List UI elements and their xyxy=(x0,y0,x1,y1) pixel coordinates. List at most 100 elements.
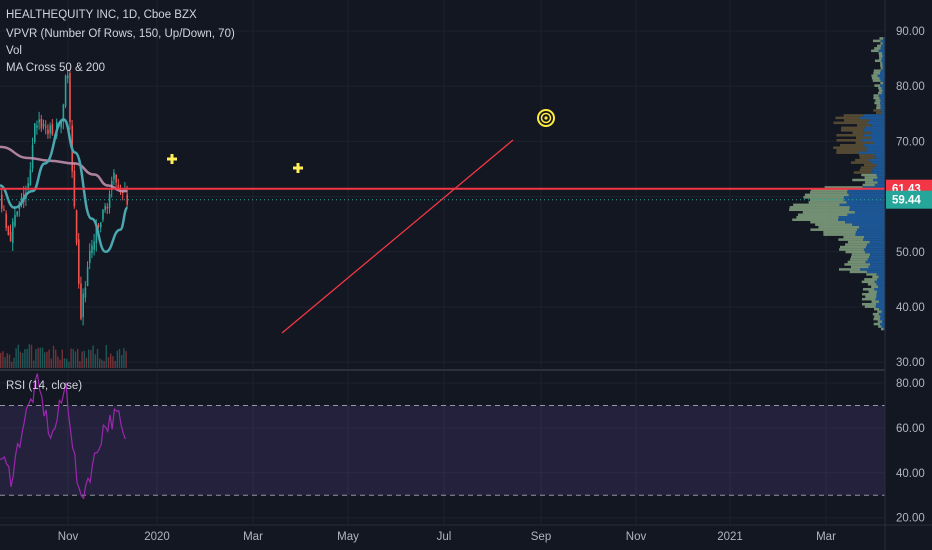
price-badge-label: 59.44 xyxy=(892,195,921,207)
candle-body xyxy=(31,144,34,169)
volume-profile-bar xyxy=(878,94,885,97)
trend-line[interactable] xyxy=(281,139,514,334)
time-tick-label: May xyxy=(337,531,359,543)
candle-body xyxy=(100,222,102,228)
target-marker-icon[interactable] xyxy=(537,109,555,127)
volume-bar xyxy=(81,351,83,368)
volume-profile-bar xyxy=(874,183,885,187)
volume-profile-bar xyxy=(836,138,863,142)
volume-profile-bar xyxy=(792,218,839,221)
ma-cross-legend[interactable]: MA Cross 50 & 200 xyxy=(6,62,106,74)
volume-profile-bar xyxy=(878,312,885,316)
vpvr-legend[interactable]: VPVR (Number Of Rows, 150, Up/Down, 70) xyxy=(6,28,235,40)
volume-profile-bar xyxy=(866,148,885,152)
price-scale[interactable] xyxy=(885,0,932,550)
volume-profile-bar xyxy=(875,156,885,159)
candle-body xyxy=(75,210,78,243)
volume-profile-bar xyxy=(879,37,883,40)
volume-profile-bar xyxy=(796,216,839,219)
volume-profile-bar xyxy=(876,163,885,167)
volume-bar xyxy=(19,351,22,368)
volume-bar xyxy=(4,357,6,368)
volume-profile-bar xyxy=(864,126,885,130)
volume-bar xyxy=(110,353,112,368)
volume-profile-bar xyxy=(858,151,885,154)
volume-profile-bar xyxy=(876,111,882,115)
volume-profile-bar xyxy=(871,136,885,140)
volume-profile-bar xyxy=(880,106,885,110)
volume-bar xyxy=(88,349,90,368)
volume-bar xyxy=(125,351,127,368)
rsi-line xyxy=(0,373,126,500)
candle-body xyxy=(27,183,29,189)
volume-profile-bar xyxy=(873,71,881,75)
volume-bar xyxy=(70,348,72,368)
candle-body xyxy=(97,224,100,227)
volume-profile-bar xyxy=(847,260,866,264)
volume-profile-bar xyxy=(850,161,872,164)
volume-profile-bar xyxy=(861,280,875,284)
volume-profile-bar xyxy=(873,69,881,72)
volume-bar xyxy=(55,349,57,368)
volume-profile-bar xyxy=(882,61,885,65)
candle-body xyxy=(62,104,65,122)
vol-legend[interactable]: Vol xyxy=(6,45,22,57)
volume-profile-bar xyxy=(878,300,885,303)
volume-profile-bar xyxy=(852,178,874,182)
volume-profile-bar xyxy=(804,193,849,197)
volume-profile-bar xyxy=(875,297,885,301)
time-tick-label: 2020 xyxy=(144,531,170,543)
volume-profile-bar xyxy=(840,143,865,147)
volume-profile-bar xyxy=(872,79,881,82)
volume-profile-bar xyxy=(802,211,855,214)
volume-profile-bar xyxy=(878,54,883,58)
volume-profile-bar xyxy=(880,81,884,85)
volume-profile-bar xyxy=(880,315,885,318)
volume-profile-bar xyxy=(877,176,885,179)
time-tick-label: Mar xyxy=(816,531,836,543)
volume-profile-bar xyxy=(789,206,850,209)
volume-profile-bar xyxy=(793,203,840,207)
volume-profile-bar xyxy=(840,129,864,132)
volume-bar xyxy=(96,348,99,368)
volume-profile-bar xyxy=(861,297,876,301)
rsi-legend[interactable]: RSI (14, close) xyxy=(6,380,83,392)
volume-profile-bar xyxy=(881,44,885,48)
volume-profile-bar xyxy=(878,285,885,289)
volume-profile-bar xyxy=(876,295,885,298)
volume-bar xyxy=(79,361,81,368)
target-marker-icon xyxy=(544,116,548,120)
candle-body xyxy=(113,172,115,180)
volume-bar xyxy=(46,351,48,368)
candle-body xyxy=(126,194,128,205)
volume-bar xyxy=(105,345,107,368)
volume-profile-bar xyxy=(838,216,885,219)
volume-profile-bar xyxy=(843,114,864,117)
candle-body xyxy=(51,124,54,135)
volume-profile-bar xyxy=(862,186,885,189)
candle-body xyxy=(12,221,14,243)
volume-profile-bar xyxy=(873,94,879,97)
volume-profile-bar xyxy=(877,278,885,281)
volume-profile-bar xyxy=(871,124,885,127)
volume-profile-bar xyxy=(860,166,875,169)
volume-bar xyxy=(83,350,85,368)
price-tick-label: 70.00 xyxy=(896,136,925,148)
volume-bar xyxy=(112,356,114,368)
volume-bar xyxy=(13,357,15,368)
volume-profile-bar xyxy=(880,101,885,105)
candle-body xyxy=(42,124,45,127)
volume-profile-bar xyxy=(854,211,885,214)
candle-body xyxy=(102,209,104,220)
volume-bar xyxy=(0,352,2,368)
volume-profile-bar xyxy=(810,228,858,231)
candle-body xyxy=(104,205,106,211)
volume-profile-bar xyxy=(874,59,882,63)
symbol-title[interactable]: HEALTHEQUITY INC, 1D, Cboe BZX xyxy=(6,9,197,21)
volume-profile-bar xyxy=(841,126,865,130)
volume-profile-bar xyxy=(880,104,885,107)
volume-bar xyxy=(61,349,63,368)
volume-profile-bar xyxy=(850,255,870,259)
